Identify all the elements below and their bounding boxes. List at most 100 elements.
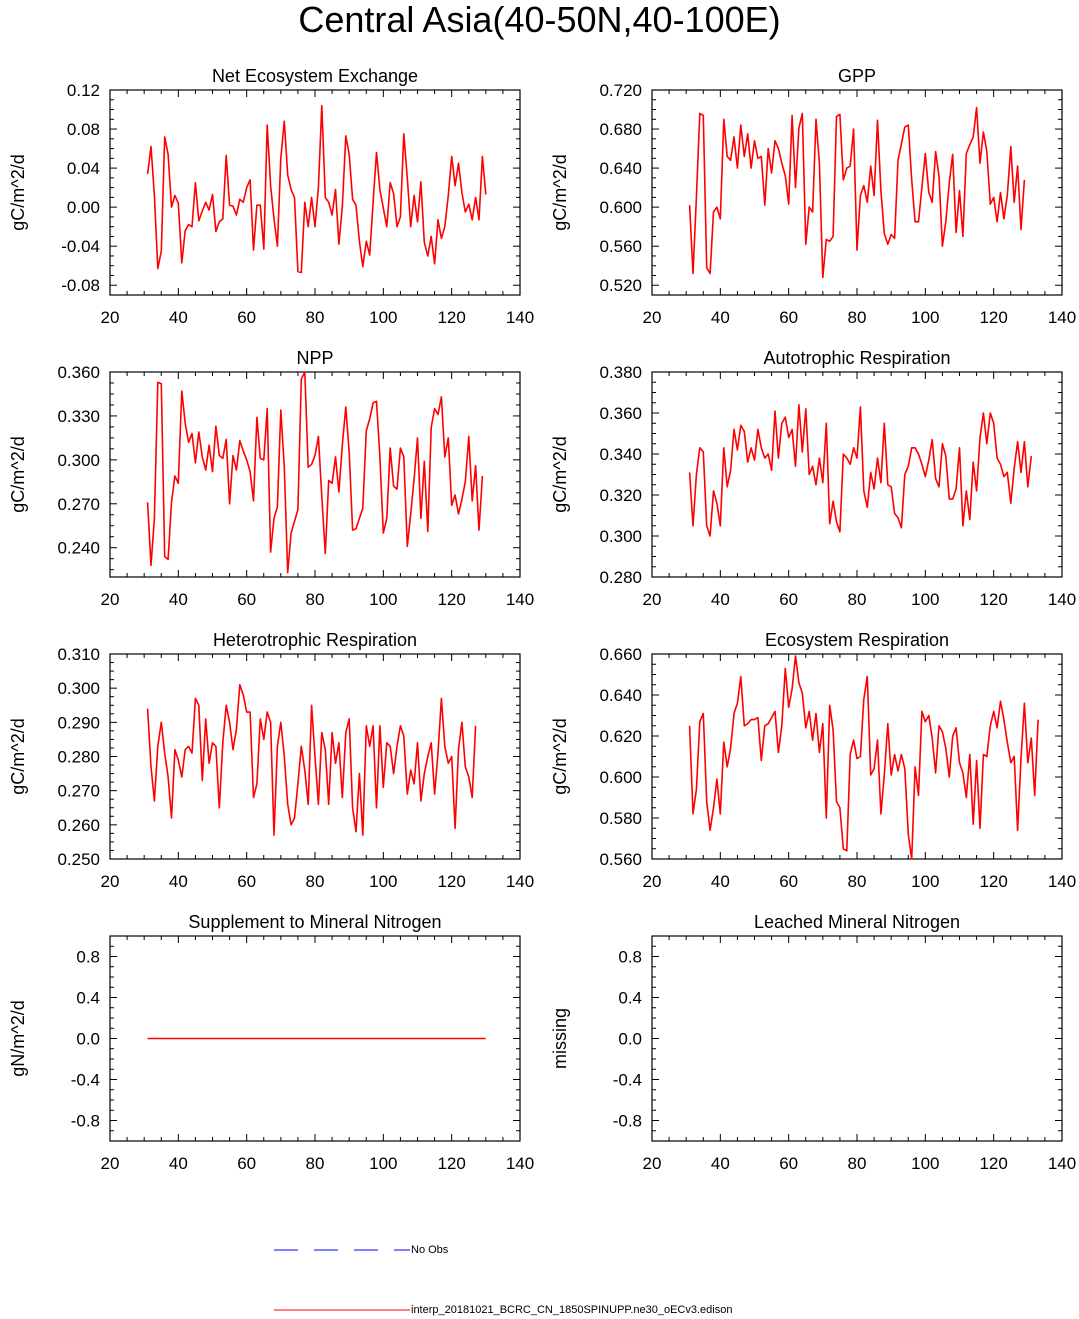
panel-title: Leached Mineral Nitrogen	[754, 912, 960, 932]
x-tick-label: 20	[643, 308, 662, 327]
x-tick-label: 60	[237, 590, 256, 609]
y-tick-label: 0.380	[599, 363, 642, 382]
x-tick-label: 40	[169, 872, 188, 891]
x-tick-label: 60	[779, 308, 798, 327]
plot-frame	[651, 371, 1063, 578]
x-tick-label: 140	[506, 1154, 534, 1173]
panel-title: NPP	[296, 348, 333, 368]
y-axis-label: gC/m^2/d	[550, 436, 570, 512]
x-tick-label: 60	[237, 872, 256, 891]
x-tick-label: 80	[306, 872, 325, 891]
y-tick-label: -0.4	[71, 1071, 100, 1090]
x-tick-label: 120	[437, 308, 465, 327]
x-tick-label: 60	[779, 590, 798, 609]
plot-frame	[109, 89, 521, 296]
x-tick-label: 80	[848, 308, 867, 327]
y-tick-label: 0.680	[599, 120, 642, 139]
x-tick-label: 80	[848, 1154, 867, 1173]
y-tick-label: 0.280	[599, 568, 642, 587]
y-axis-label: gC/m^2/d	[550, 718, 570, 794]
y-tick-label: 0.12	[67, 81, 100, 100]
y-axis-label: gN/m^2/d	[8, 1000, 28, 1076]
x-tick-label: 100	[369, 872, 397, 891]
x-tick-label: 40	[169, 308, 188, 327]
y-tick-label: 0.560	[599, 237, 642, 256]
x-tick-label: 40	[711, 590, 730, 609]
series-line	[146, 683, 477, 836]
y-tick-label: 0.4	[618, 989, 642, 1008]
series-line	[688, 403, 1033, 537]
y-tick-label: 0.00	[67, 198, 100, 217]
x-tick-label: 120	[979, 308, 1007, 327]
y-axis-label: gC/m^2/d	[8, 436, 28, 512]
x-tick-label: 140	[1048, 308, 1076, 327]
panel-title: Heterotrophic Respiration	[213, 630, 417, 650]
y-tick-label: 0.360	[599, 404, 642, 423]
chart-panel-1: GPP gC/m^2/d 20 40 60 80 100 120 140 0.520 0.560 0.…	[550, 66, 1076, 327]
x-tick-label: 120	[437, 872, 465, 891]
y-tick-label: 0.660	[599, 645, 642, 664]
y-tick-label: 0.720	[599, 81, 642, 100]
y-tick-label: 0.8	[618, 948, 642, 967]
x-tick-label: 120	[979, 590, 1007, 609]
y-tick-label: 0.4	[76, 989, 100, 1008]
x-tick-label: 100	[911, 308, 939, 327]
y-tick-label: 0.300	[599, 527, 642, 546]
y-tick-label: 0.300	[57, 679, 100, 698]
y-tick-label: -0.8	[71, 1112, 100, 1131]
x-tick-label: 120	[437, 590, 465, 609]
series-line	[688, 106, 1026, 279]
x-tick-label: 20	[101, 590, 120, 609]
y-tick-label: 0.560	[599, 850, 642, 869]
y-axis-label: missing	[550, 1008, 570, 1069]
x-tick-label: 80	[306, 308, 325, 327]
x-tick-label: 40	[711, 1154, 730, 1173]
y-tick-label: 0.04	[67, 159, 100, 178]
y-tick-label: 0.8	[76, 948, 100, 967]
x-tick-label: 20	[643, 1154, 662, 1173]
y-axis-label: gC/m^2/d	[550, 154, 570, 230]
x-tick-label: 100	[369, 1154, 397, 1173]
plot-frame	[109, 371, 521, 578]
x-tick-label: 140	[506, 590, 534, 609]
x-tick-label: 80	[848, 872, 867, 891]
series-line	[688, 655, 1039, 860]
y-tick-label: 0.330	[57, 407, 100, 426]
y-tick-label: 0.270	[57, 782, 100, 801]
y-axis-label: gC/m^2/d	[8, 154, 28, 230]
x-tick-label: 100	[369, 308, 397, 327]
y-tick-label: 0.360	[57, 363, 100, 382]
x-tick-label: 40	[711, 308, 730, 327]
plot-frame	[651, 935, 1063, 1142]
chart-panel-3: Autotrophic Respiration gC/m^2/d 20 40 60 80 1…	[550, 348, 1076, 609]
chart-panel-7: Leached Mineral Nitrogen missing 20 40 60 80 1…	[550, 912, 1076, 1173]
y-tick-label: 0.340	[599, 445, 642, 464]
x-tick-label: 100	[911, 872, 939, 891]
chart-panel-6: Supplement to Mineral Nitrogen gN/m^2/d 20…	[8, 912, 534, 1173]
y-tick-label: -0.8	[613, 1112, 642, 1131]
y-tick-label: 0.640	[599, 686, 642, 705]
x-tick-label: 140	[506, 308, 534, 327]
x-tick-label: 120	[979, 872, 1007, 891]
x-tick-label: 80	[848, 590, 867, 609]
x-tick-label: 20	[101, 308, 120, 327]
y-tick-label: 0.250	[57, 850, 100, 869]
panel-title: GPP	[838, 66, 876, 86]
y-tick-label: 0.270	[57, 495, 100, 514]
chart-panel-5: Ecosystem Respiration gC/m^2/d 20 40 60 80 100…	[550, 630, 1076, 891]
panel-title: Ecosystem Respiration	[765, 630, 949, 650]
panel-title: Autotrophic Respiration	[763, 348, 950, 368]
x-tick-label: 120	[437, 1154, 465, 1173]
x-tick-label: 20	[643, 590, 662, 609]
chart-panel-4: Heterotrophic Respiration gC/m^2/d 20 40 60 8…	[8, 630, 534, 891]
series-line	[146, 104, 487, 274]
x-tick-label: 20	[101, 872, 120, 891]
x-tick-label: 80	[306, 1154, 325, 1173]
panel-title: Supplement to Mineral Nitrogen	[188, 912, 441, 932]
x-tick-label: 140	[1048, 590, 1076, 609]
y-tick-label: 0.640	[599, 159, 642, 178]
series-line	[146, 371, 484, 574]
page-title: Central Asia(40-50N,40-100E)	[298, 0, 781, 40]
y-tick-label: 0.600	[599, 198, 642, 217]
